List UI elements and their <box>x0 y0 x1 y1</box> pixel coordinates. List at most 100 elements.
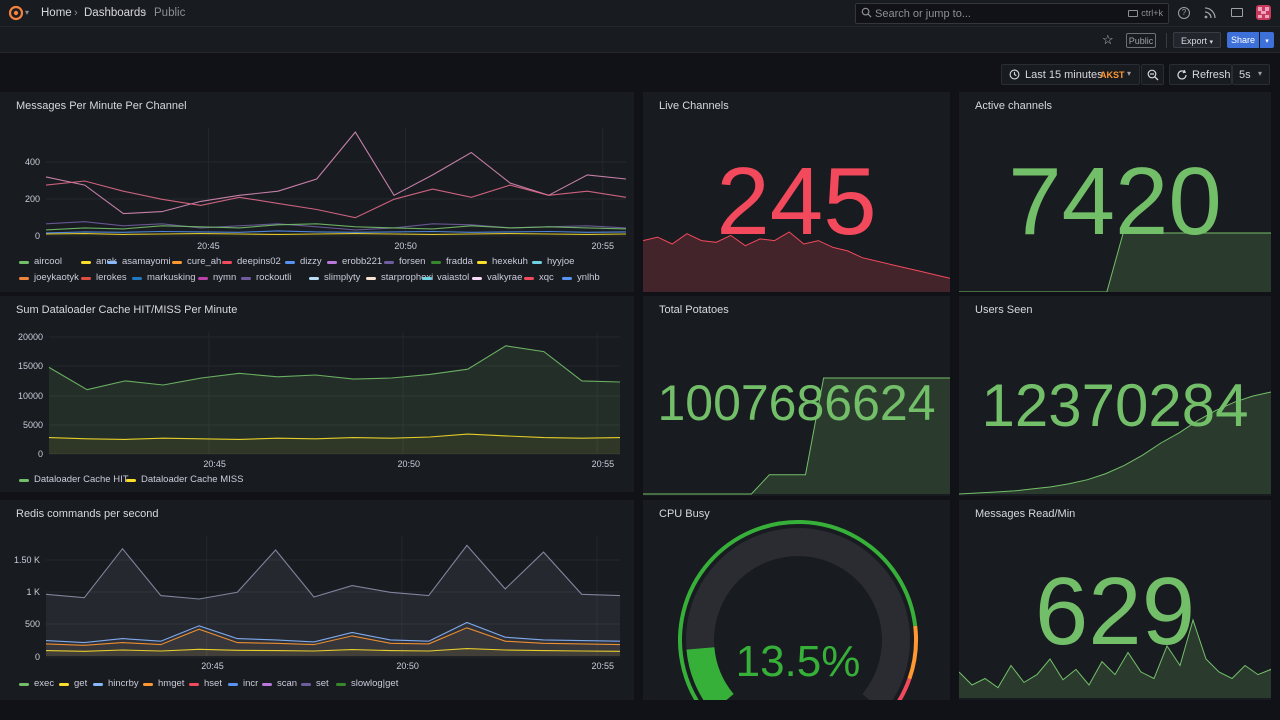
legend-swatch <box>477 261 487 264</box>
panel-title: Redis commands per second <box>16 508 159 520</box>
chevron-down-icon: ▾ <box>1258 69 1263 78</box>
legend-label: Dataloader Cache HIT <box>34 474 129 485</box>
chevron-down-icon[interactable]: ▾ <box>25 8 30 17</box>
legend-swatch <box>19 683 29 686</box>
star-icon[interactable]: ☆ <box>1102 32 1114 47</box>
breadcrumb-current: Public <box>154 7 186 19</box>
search-icon <box>861 7 872 21</box>
legend-label: xqc <box>539 272 554 283</box>
legend-swatch <box>19 277 29 280</box>
search-input[interactable]: Search or jump to... ctrl+k <box>855 3 1169 24</box>
messages-chart: 400 200 0 20:45 20:50 20:55 <box>25 128 627 251</box>
redis-chart: 1.50 K 1 K 500 0 20:45 20:50 20:55 <box>14 536 621 671</box>
clock-icon <box>1009 69 1020 83</box>
legend-swatch <box>228 683 238 686</box>
legend-label: forsen <box>399 256 426 267</box>
refresh-interval-label: 5s <box>1239 69 1251 81</box>
y-tick-label: 20000 <box>18 332 43 342</box>
users-seen-sparkline <box>959 391 1271 495</box>
legend-label: incr <box>243 678 259 689</box>
series-line <box>45 627 621 646</box>
sparkline-line <box>643 377 950 495</box>
breadcrumb-separator: › <box>74 7 78 19</box>
legend-label: dizzy <box>300 256 322 267</box>
monitor-icon[interactable] <box>1231 8 1243 17</box>
messages-read-value: 629 <box>1034 558 1196 665</box>
time-range-picker[interactable]: Last 15 minutes AKST ▾ <box>1001 64 1140 85</box>
legend-swatch <box>532 261 542 264</box>
panel-title: Messages Per Minute Per Channel <box>16 100 187 112</box>
legend-swatch <box>198 277 208 280</box>
legend-label: get <box>74 678 88 689</box>
legend-swatch <box>189 683 199 686</box>
legend-label: starprophexi <box>381 272 434 283</box>
chevron-down-icon: ▾ <box>1265 38 1269 45</box>
chevron-down-icon: ▾ <box>1209 39 1214 46</box>
breadcrumb-dashboards[interactable]: Dashboards <box>84 7 147 19</box>
x-tick-label: 20:45 <box>197 241 220 251</box>
series-line <box>45 648 621 652</box>
share-dropdown-button[interactable]: ▾ <box>1260 32 1274 48</box>
legend-swatch <box>93 683 103 686</box>
dashboard-subbar: ☆ Public Export ▾ Share ▾ <box>0 27 1280 53</box>
sparkline-area <box>643 232 950 292</box>
grafana-logo-icon[interactable] <box>8 5 24 21</box>
keyboard-icon <box>1128 10 1138 17</box>
legend-label: anek <box>96 256 117 267</box>
x-tick-label: 20:45 <box>203 459 226 469</box>
news-icon[interactable] <box>1204 7 1216 22</box>
live-channels-value: 245 <box>716 148 877 255</box>
search-shortcut: ctrl+k <box>1141 8 1163 18</box>
x-tick-label: 20:55 <box>592 459 615 469</box>
legend-label: scan <box>277 678 298 689</box>
series-area <box>49 345 620 454</box>
series-line <box>45 223 627 231</box>
top-navbar: ▾ Home › Dashboards › Public Search or j… <box>0 0 1280 27</box>
active-channels-sparkline <box>959 232 1271 292</box>
series-line <box>48 433 621 440</box>
sparkline-area <box>959 392 1271 494</box>
x-tick-label: 20:50 <box>397 459 420 469</box>
user-avatar-icon[interactable] <box>1256 5 1271 20</box>
panel-title: Active channels <box>975 100 1053 112</box>
active-channels-value: 7420 <box>1008 148 1222 255</box>
x-tick-label: 20:50 <box>396 661 419 671</box>
x-tick-label: 20:55 <box>592 661 615 671</box>
refresh-button[interactable]: Refresh <box>1169 64 1232 85</box>
y-tick-label: 500 <box>25 619 40 629</box>
divider <box>1166 33 1167 48</box>
panel-live-channels: Live Channels 245 <box>643 92 950 292</box>
zoom-out-button[interactable] <box>1141 64 1164 85</box>
legend-label: hexekuh <box>492 256 528 267</box>
refresh-label: Refresh <box>1192 69 1231 81</box>
gauge-threshold-green <box>678 520 918 700</box>
panel-title: Sum Dataloader Cache HIT/MISS Per Minute <box>16 304 238 316</box>
series-area <box>46 648 620 656</box>
legend-swatch <box>562 277 572 280</box>
export-button[interactable]: Export ▾ <box>1173 32 1221 48</box>
legend-label: asamayomi <box>122 256 171 267</box>
legend-label: aircool <box>34 256 62 267</box>
refresh-interval-picker[interactable]: 5s ▾ <box>1232 64 1270 85</box>
legend-swatch <box>327 261 337 264</box>
sparkline-line <box>643 231 950 279</box>
legend-label: slimplyty <box>324 272 361 283</box>
legend-label: erobb221 <box>342 256 383 267</box>
legend-swatch <box>81 277 91 280</box>
series-area <box>46 545 620 656</box>
y-tick-label: 5000 <box>23 420 43 430</box>
time-range-label: Last 15 minutes <box>1025 69 1103 81</box>
legend-swatch <box>366 277 376 280</box>
dataloader-chart: 20000 15000 10000 5000 0 20:45 20:50 20:55 <box>18 332 621 469</box>
legend-swatch <box>59 683 69 686</box>
search-placeholder: Search or jump to... <box>875 8 971 20</box>
series-line <box>45 131 627 215</box>
legend-swatch <box>19 479 29 482</box>
legend-swatch <box>81 261 91 264</box>
breadcrumb-home[interactable]: Home <box>41 7 72 19</box>
help-icon[interactable]: ? <box>1178 7 1190 19</box>
legend-label: joeykaotyk <box>34 272 79 283</box>
y-tick-label: 1 K <box>26 587 40 597</box>
series-line <box>45 544 621 600</box>
share-button[interactable]: Share <box>1227 32 1259 48</box>
